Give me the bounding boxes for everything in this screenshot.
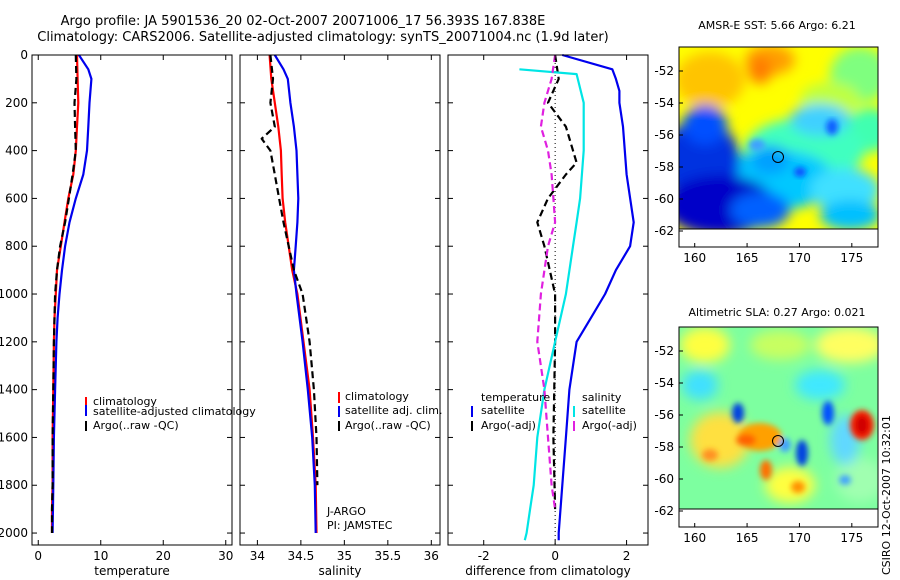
y-tick-label: 2000 bbox=[0, 526, 28, 540]
map-x-tick-label: 160 bbox=[683, 251, 706, 265]
map-y-tick-label: -56 bbox=[654, 128, 674, 142]
sla-map-frame bbox=[678, 326, 879, 528]
temperature-panel: 0 10 20 30 0 200 400 600 800 1000 1200 1400 1600 1800… bbox=[0, 48, 233, 578]
sst-map-axes: 160 165 170 175 -52 -54 -56 -58 -60 -62 bbox=[654, 46, 879, 265]
y-tick-label: 600 bbox=[5, 191, 28, 205]
y-tick-label: 800 bbox=[5, 239, 28, 253]
difference-axes-box bbox=[447, 54, 649, 546]
legend-temp-satellite-label: satellite bbox=[481, 404, 525, 417]
difference-series-1-line bbox=[536, 54, 578, 510]
map-y-tick-label: -58 bbox=[654, 440, 674, 454]
sla-map-title: Altimetric SLA: 0.27 Argo: 0.021 bbox=[688, 306, 865, 319]
sla-heatmap bbox=[679, 327, 878, 509]
temperature-x-axis-label: temperature bbox=[94, 564, 169, 578]
salinity-legend: climatology satellite adj. clim. Argo(..… bbox=[338, 390, 442, 432]
y-tick-label: 400 bbox=[5, 144, 28, 158]
x-tick-label: 0 bbox=[34, 549, 42, 563]
map-y-tick-label: -54 bbox=[654, 376, 674, 390]
y-tick-label: 1400 bbox=[0, 383, 28, 397]
legend-climatology-label: climatology bbox=[345, 390, 409, 403]
legend-climatology-label: climatology bbox=[93, 395, 157, 408]
map-y-tick-label: -52 bbox=[654, 344, 674, 358]
temperature-series-1-line bbox=[51, 54, 93, 534]
y-tick-label: 1000 bbox=[0, 287, 28, 301]
x-tick-label: 35 bbox=[337, 549, 352, 563]
salinity-panel: 34 34.5 35 35.5 36 salinity bbox=[239, 54, 441, 578]
temperature-legend: climatology satellite-adjusted climatolo… bbox=[85, 395, 256, 432]
salinity-series-1-line bbox=[273, 54, 317, 534]
float-pi-label: PI: JAMSTEC bbox=[327, 519, 393, 532]
map-x-tick-label: 165 bbox=[736, 251, 759, 265]
map-y-tick-label: -62 bbox=[654, 504, 674, 518]
sst-heatmap bbox=[679, 47, 878, 229]
map-x-tick-label: 175 bbox=[840, 531, 863, 545]
map-y-tick-label: -60 bbox=[654, 192, 674, 206]
map-x-tick-label: 160 bbox=[683, 531, 706, 545]
map-x-tick-label: 170 bbox=[788, 531, 811, 545]
sst-argo-location-marker bbox=[772, 151, 784, 163]
x-tick-label: 34 bbox=[250, 549, 265, 563]
x-tick-label: 0 bbox=[551, 549, 559, 563]
x-tick-label: 35.5 bbox=[374, 549, 401, 563]
map-x-tick-label: 165 bbox=[736, 531, 759, 545]
x-tick-label: 2 bbox=[623, 549, 631, 563]
x-tick-label: 10 bbox=[93, 549, 108, 563]
legend-satellite-adj-label: satellite adj. clim. bbox=[345, 404, 442, 417]
legend-salinity-header: salinity bbox=[582, 391, 622, 404]
y-tick-label: 1600 bbox=[0, 430, 28, 444]
map-x-tick-label: 170 bbox=[788, 251, 811, 265]
map-y-tick-label: -62 bbox=[654, 224, 674, 238]
y-tick-label: 200 bbox=[5, 96, 28, 110]
difference-series-3-line bbox=[536, 54, 557, 510]
y-tick-label: 0 bbox=[20, 48, 28, 62]
salinity-x-axis-label: salinity bbox=[318, 564, 361, 578]
map-y-tick-label: -54 bbox=[654, 96, 674, 110]
difference-x-axis-label: difference from climatology bbox=[465, 564, 631, 578]
sla-argo-location-marker bbox=[772, 435, 784, 447]
float-program-label: J-ARGO bbox=[326, 505, 366, 518]
difference-legend: temperature satellite Argo(-adj) salinit… bbox=[471, 391, 637, 432]
legend-sal-argo-label: Argo(-adj) bbox=[582, 419, 637, 432]
legend-sal-satellite-label: satellite bbox=[582, 404, 626, 417]
x-tick-label: 36 bbox=[424, 549, 439, 563]
map-y-tick-label: -60 bbox=[654, 472, 674, 486]
sst-map-title: AMSR-E SST: 5.66 Argo: 6.21 bbox=[698, 19, 856, 32]
map-y-tick-label: -52 bbox=[654, 64, 674, 78]
x-tick-label: 20 bbox=[156, 549, 171, 563]
map-y-tick-label: -56 bbox=[654, 408, 674, 422]
x-tick-label: 34.5 bbox=[288, 549, 315, 563]
map-y-tick-label: -58 bbox=[654, 160, 674, 174]
legend-argo-raw-label: Argo(..raw -QC) bbox=[345, 419, 431, 432]
legend-temperature-header: temperature bbox=[481, 391, 550, 404]
x-tick-label: -2 bbox=[478, 549, 490, 563]
legend-temp-argo-label: Argo(-adj) bbox=[481, 419, 536, 432]
y-tick-label: 1200 bbox=[0, 335, 28, 349]
sla-map-axes: 160 165 170 175 -52 -54 -56 -58 -60 -62 bbox=[654, 326, 879, 545]
salinity-series-2-line bbox=[260, 54, 319, 486]
figure-title-line1: Argo profile: JA 5901536_20 02-Oct-2007 … bbox=[61, 14, 546, 29]
sst-map-frame bbox=[678, 46, 879, 248]
map-x-tick-label: 175 bbox=[840, 251, 863, 265]
salinity-axes-box bbox=[239, 54, 441, 546]
figure-title-line2: Climatology: CARS2006. Satellite-adjuste… bbox=[37, 30, 609, 45]
x-tick-label: 30 bbox=[218, 549, 233, 563]
y-tick-label: 1800 bbox=[0, 478, 28, 492]
difference-series-2-line bbox=[519, 68, 585, 541]
csiro-timestamp: CSIRO 12-Oct-2007 10:32:01 bbox=[880, 415, 893, 575]
temperature-series-2-line bbox=[50, 54, 78, 533]
legend-argo-raw-label: Argo(..raw -QC) bbox=[93, 419, 179, 432]
legend-satellite-adjusted-label: satellite-adjusted climatology bbox=[93, 405, 256, 418]
temperature-axes-box bbox=[31, 54, 233, 546]
difference-series-0-line bbox=[557, 53, 635, 541]
